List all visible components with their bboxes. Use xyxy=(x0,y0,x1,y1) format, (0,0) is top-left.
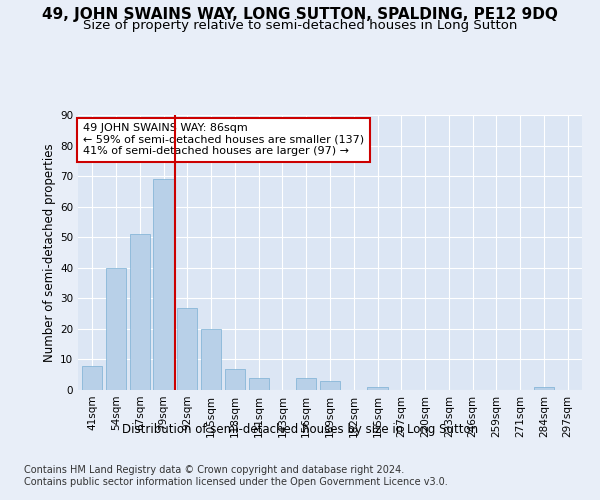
Bar xyxy=(177,308,197,390)
Text: 49 JOHN SWAINS WAY: 86sqm
← 59% of semi-detached houses are smaller (137)
41% of: 49 JOHN SWAINS WAY: 86sqm ← 59% of semi-… xyxy=(83,123,364,156)
Bar xyxy=(367,387,388,390)
Bar xyxy=(248,378,269,390)
Bar xyxy=(201,329,221,390)
Bar xyxy=(225,368,245,390)
Text: 49, JOHN SWAINS WAY, LONG SUTTON, SPALDING, PE12 9DQ: 49, JOHN SWAINS WAY, LONG SUTTON, SPALDI… xyxy=(42,8,558,22)
Text: Size of property relative to semi-detached houses in Long Sutton: Size of property relative to semi-detach… xyxy=(83,19,517,32)
Bar xyxy=(296,378,316,390)
Bar xyxy=(130,234,150,390)
Bar xyxy=(106,268,126,390)
Text: Contains HM Land Registry data © Crown copyright and database right 2024.
Contai: Contains HM Land Registry data © Crown c… xyxy=(24,465,448,486)
Y-axis label: Number of semi-detached properties: Number of semi-detached properties xyxy=(43,143,56,362)
Bar xyxy=(154,179,173,390)
Text: Distribution of semi-detached houses by size in Long Sutton: Distribution of semi-detached houses by … xyxy=(122,422,478,436)
Bar xyxy=(534,387,554,390)
Bar xyxy=(82,366,103,390)
Bar xyxy=(320,381,340,390)
